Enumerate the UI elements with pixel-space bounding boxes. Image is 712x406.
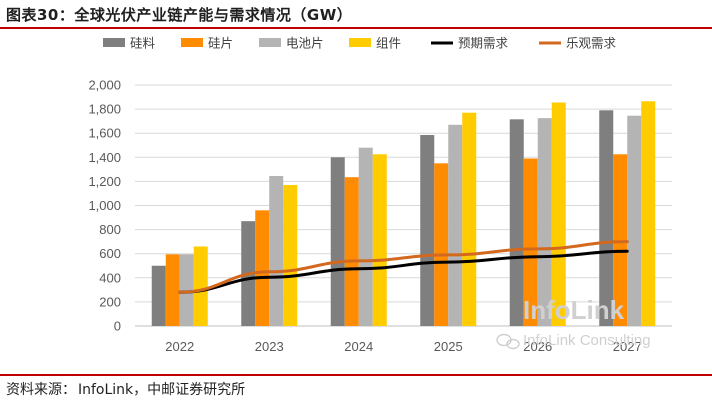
legend-label: 组件 (376, 36, 401, 51)
bar-2025-组件 (462, 112, 477, 326)
bar-2026-硅料 (509, 119, 524, 326)
legend-label: 电池片 (286, 36, 324, 51)
bar-2022-硅料 (151, 265, 166, 326)
x-tick-label: 2023 (255, 339, 284, 354)
wechat-icon (496, 333, 520, 350)
gridlines (135, 84, 672, 327)
y-tick-label: 1,200 (88, 174, 121, 189)
x-tick-label: 2022 (165, 339, 194, 354)
bar-2027-硅料 (599, 110, 614, 327)
figure-title: 图表30：全球光伏产业链产能与需求情况（GW） (6, 6, 353, 24)
watermark-main-text: InfoLink (523, 295, 625, 325)
x-tick-label: 2026 (523, 339, 552, 354)
legend-swatch-硅料 (103, 38, 125, 47)
bar-series (151, 101, 656, 327)
bar-2027-组件 (641, 101, 656, 326)
y-tick-label: 0 (114, 319, 121, 334)
bar-2024-硅片 (344, 177, 359, 326)
legend-label: 乐观需求 (566, 36, 617, 51)
bar-2026-组件 (551, 102, 566, 326)
y-tick-label: 400 (99, 270, 121, 285)
bar-2027-电池片 (627, 115, 642, 326)
bar-2024-组件 (372, 154, 387, 326)
source-label: 资料来源： (6, 382, 76, 398)
bar-2025-电池片 (448, 124, 463, 326)
y-tick-label: 200 (99, 294, 121, 309)
bar-2026-硅片 (523, 158, 538, 326)
bar-2023-电池片 (269, 175, 284, 326)
bar-2023-硅片 (255, 210, 270, 326)
x-tick-label: 2024 (344, 339, 373, 354)
title-divider (0, 27, 712, 29)
bar-2023-组件 (283, 185, 298, 326)
legend-label: 预期需求 (458, 36, 509, 51)
y-tick-label: 2,000 (88, 78, 121, 93)
y-tick-label: 1,600 (88, 126, 121, 141)
legend-label: 硅片 (208, 36, 233, 51)
legend-swatch-组件 (349, 38, 371, 47)
bar-2022-电池片 (179, 254, 194, 326)
y-tick-label: 1,800 (88, 102, 121, 117)
y-tick-label: 1,000 (88, 198, 121, 213)
bar-2027-硅片 (613, 154, 628, 326)
chart-legend: 硅料 硅片 电池片 组件 预期需求 乐观需求 (103, 36, 617, 51)
legend-swatch-电池片 (259, 38, 281, 47)
bar-2024-电池片 (358, 147, 373, 326)
line-预期需求 (178, 249, 629, 294)
source-divider (0, 374, 712, 376)
watermark-sub-text: InfoLink Consulting (523, 332, 651, 349)
line-series (178, 240, 629, 294)
bar-2022-组件 (193, 246, 208, 326)
bar-2025-硅片 (434, 163, 449, 326)
bar-2026-电池片 (537, 118, 552, 326)
x-tick-label: 2025 (434, 339, 463, 354)
source-text: InfoLink，中邮证券研究所 (78, 382, 246, 398)
y-axis-ticks: 0 200 400 600 800 1,000 1,200 1,400 1,600 1,800 2,… (88, 78, 121, 334)
x-axis-ticks: 2022 2023 2024 2025 2026 2027 (165, 339, 641, 354)
capacity-demand-chart: 硅料 硅片 电池片 组件 预期需求 乐观需求 0 200 400 600 800 1,000 1,20… (88, 36, 672, 354)
source-note: 资料来源： InfoLink，中邮证券研究所 (6, 380, 245, 400)
bar-2022-硅片 (165, 254, 180, 326)
bar-2024-硅料 (330, 157, 345, 326)
x-tick-label: 2027 (613, 339, 642, 354)
y-tick-label: 1,400 (88, 150, 121, 165)
line-乐观需求 (178, 240, 629, 294)
legend-swatch-硅片 (181, 38, 203, 47)
bar-2025-硅料 (420, 135, 435, 326)
legend-label: 硅料 (130, 36, 156, 51)
y-tick-label: 600 (99, 246, 121, 261)
watermark: InfoLink InfoLink Consulting (496, 295, 651, 350)
y-tick-label: 800 (99, 222, 121, 237)
